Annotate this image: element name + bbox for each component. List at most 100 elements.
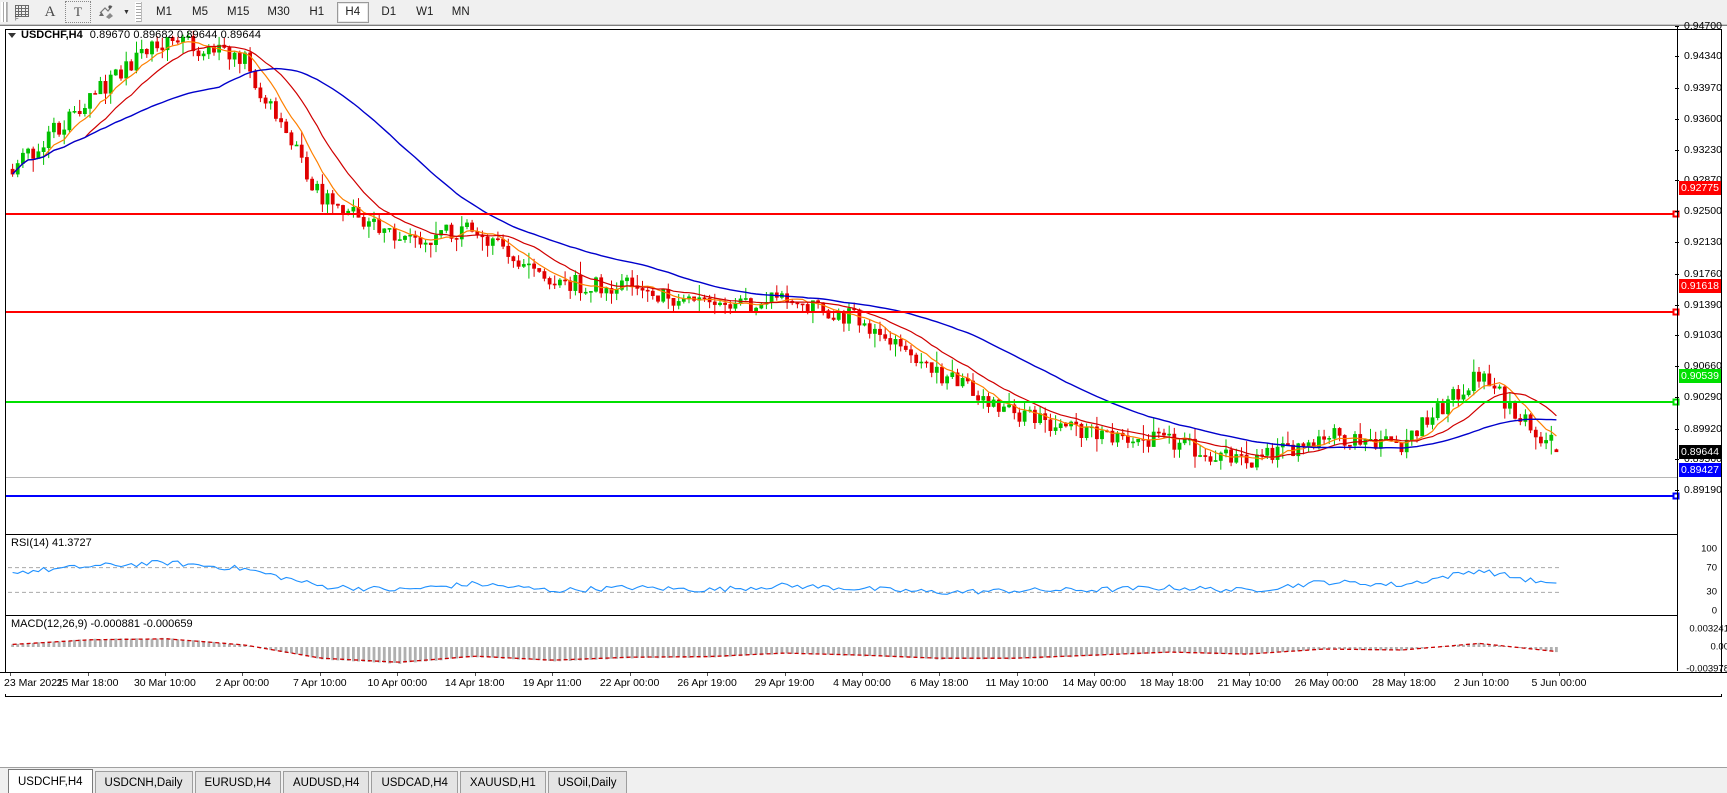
moving-average-fast xyxy=(12,41,1557,460)
chart-tab-eurusd[interactable]: EURUSD,H4 xyxy=(194,771,281,793)
time-tick-mark xyxy=(397,673,399,676)
time-tick-mark xyxy=(1016,673,1018,676)
price-tick-label: 0.93600 xyxy=(1684,112,1722,125)
time-tick-mark xyxy=(552,673,554,676)
time-tick-mark xyxy=(319,673,321,676)
price-tick-label: 0.91760 xyxy=(1684,267,1722,280)
time-tick-mark xyxy=(939,673,941,676)
time-axis-label: 7 Apr 10:00 xyxy=(292,677,347,689)
time-tick-mark xyxy=(10,673,11,676)
time-tick-mark xyxy=(242,673,244,676)
time-axis-label: 6 May 18:00 xyxy=(910,677,969,689)
price-tick-mark xyxy=(1675,56,1679,58)
price-chart-pane[interactable] xyxy=(6,26,1677,490)
time-axis-label: 21 May 10:00 xyxy=(1217,677,1282,689)
price-tag-resistance[interactable]: 0.92775 xyxy=(1679,181,1721,196)
price-tick-mark xyxy=(1675,490,1679,491)
macd-level-label: 0.00 xyxy=(1710,641,1727,653)
time-tick-mark xyxy=(784,673,786,676)
macd-indicator-pane[interactable]: MACD(12,26,9) -0.000881 -0.000659 0.0032… xyxy=(6,615,1727,675)
time-axis-label: 2 Jun 10:00 xyxy=(1454,677,1509,689)
price-tick-label: 0.89190 xyxy=(1684,484,1722,496)
chart-tab-usdcad[interactable]: USDCAD,H4 xyxy=(371,771,458,793)
time-axis-label: 2 Apr 00:00 xyxy=(215,677,270,689)
chart-tab-audusd[interactable]: AUDUSD,H4 xyxy=(282,771,370,793)
chart-symbol-header: USDCHF,H4 0.89670 0.89682 0.89644 0.8964… xyxy=(8,28,261,42)
time-axis-label: 26 Apr 19:00 xyxy=(677,677,737,689)
price-tick-label: 0.94700 xyxy=(1684,20,1722,32)
time-tick-mark xyxy=(164,673,166,676)
chart-tab-usdcnh[interactable]: USDCNH,Daily xyxy=(94,771,193,793)
price-tick-label: 0.93970 xyxy=(1684,81,1722,94)
timeframe-m1[interactable]: M1 xyxy=(156,6,172,18)
rsi-line xyxy=(12,560,1557,595)
shapes-icon[interactable] xyxy=(93,1,119,23)
toolbar-drag-handle[interactable] xyxy=(1,2,8,22)
price-plot xyxy=(10,30,1559,471)
chart-tab-bar: USDCHF,H4 USDCNH,Daily EURUSD,H4 AUDUSD,… xyxy=(0,767,1727,793)
time-axis-label: 30 Mar 10:00 xyxy=(133,677,196,689)
chart-menu-arrow-icon[interactable] xyxy=(8,32,16,38)
rsi-level-label: 0 xyxy=(1711,605,1717,617)
time-axis-label: 14 May 00:00 xyxy=(1062,677,1127,689)
moving-average-mid xyxy=(12,45,1557,458)
time-tick-mark xyxy=(629,673,631,676)
timeframe-w1[interactable]: W1 xyxy=(416,6,434,18)
time-axis-label: 22 Apr 00:00 xyxy=(599,677,660,689)
time-tick-mark xyxy=(1326,673,1328,676)
chart-area[interactable] xyxy=(0,25,1727,700)
time-tick-mark xyxy=(1094,673,1096,676)
price-tick-mark xyxy=(1675,366,1679,368)
timeframe-m30[interactable]: M30 xyxy=(267,6,290,18)
time-tick-mark xyxy=(87,673,89,676)
chart-tab-xauusd[interactable]: XAUUSD,H1 xyxy=(459,771,546,793)
price-tick-label: 0.94340 xyxy=(1684,50,1722,63)
macd-plot xyxy=(11,637,1558,664)
timeframe-mn[interactable]: MN xyxy=(451,6,470,18)
price-tick-mark xyxy=(1675,211,1679,213)
time-axis-label: 5 Jun 00:00 xyxy=(1531,677,1587,689)
rsi-indicator-pane[interactable]: RSI(14) 41.3727 100 70 30 0 xyxy=(6,534,1717,617)
time-tick-mark xyxy=(1404,673,1406,676)
time-tick-mark xyxy=(707,673,709,676)
price-tick-mark xyxy=(1675,397,1679,399)
timeframe-m15[interactable]: M15 xyxy=(227,6,250,18)
time-axis-label: 26 May 00:00 xyxy=(1294,677,1359,689)
time-axis-label: 28 May 18:00 xyxy=(1372,677,1436,689)
rsi-level-label: 70 xyxy=(1706,562,1717,574)
text-label-icon[interactable]: A xyxy=(44,3,56,20)
price-tick-mark xyxy=(1675,335,1679,337)
macd-level-label: 0.003241 xyxy=(1689,623,1727,635)
price-tag-resistance[interactable]: 0.91618 xyxy=(1679,278,1721,293)
chart-tab-usoil[interactable]: USOil,Daily xyxy=(547,771,627,793)
price-tag-support[interactable]: 0.90539 xyxy=(1679,369,1721,384)
timeframe-d1[interactable]: D1 xyxy=(381,6,397,18)
timeframe-h1[interactable]: H1 xyxy=(309,6,325,18)
price-tag-current-price[interactable]: 0.89644 xyxy=(1679,444,1721,459)
chart-symbol-label: USDCHF,H4 xyxy=(21,29,83,41)
price-tag-target[interactable]: 0.89427 xyxy=(1679,463,1721,477)
timeframe-m5[interactable]: M5 xyxy=(192,6,208,18)
crosshair-grid-icon[interactable]: F xyxy=(9,1,35,23)
time-axis-label: 25 Mar 18:00 xyxy=(56,677,119,689)
price-tick-label: 0.92500 xyxy=(1684,205,1722,218)
time-tick-mark xyxy=(1249,673,1251,676)
timeframe-h4[interactable]: H4 xyxy=(336,1,369,23)
price-tick-label: 0.91390 xyxy=(1684,298,1722,311)
shapes-dropdown-caret-icon[interactable]: ▼ xyxy=(123,8,130,16)
price-tick-mark xyxy=(1675,149,1679,151)
time-tick-mark xyxy=(1171,673,1173,676)
text-box-icon[interactable]: T xyxy=(65,1,91,23)
price-axis[interactable]: 0.94700 0.94340 0.93970 0.93600 0.93230 0.928… xyxy=(1675,20,1722,671)
rsi-level-label: 30 xyxy=(1706,586,1717,598)
time-tick-mark xyxy=(1481,673,1483,676)
time-axis[interactable]: 23 Mar 2021 25 Mar 18:00 30 Mar 10:00 2 Apr… xyxy=(0,672,1727,694)
price-tick-mark xyxy=(1675,458,1679,460)
svg-text:F: F xyxy=(15,16,19,21)
price-tick-mark xyxy=(1675,428,1679,430)
price-tick-mark xyxy=(1675,87,1679,89)
chart-tab-usdchf[interactable]: USDCHF,H4 xyxy=(8,769,93,793)
main-toolbar: F A T ▼ M1 M5 M15 M30 H1 H4 D1 W1 MN xyxy=(0,0,1727,25)
price-tick-mark xyxy=(1675,242,1679,244)
toolbar-separator xyxy=(135,2,142,22)
